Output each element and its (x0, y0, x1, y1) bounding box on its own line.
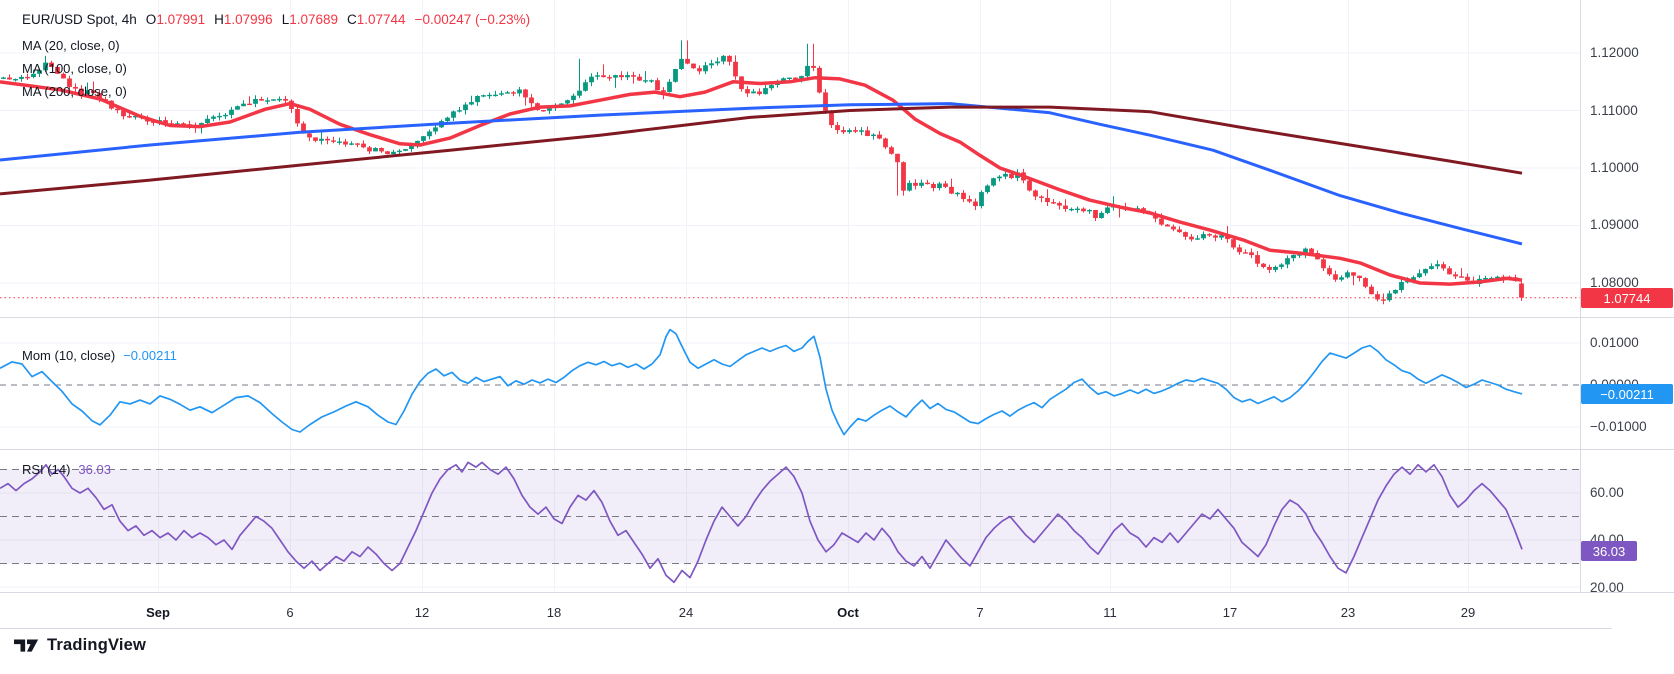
ohlc-low: L1.07689 (281, 12, 339, 27)
tradingview-logo-text: TradingView (47, 636, 147, 654)
momentum-legend[interactable]: Mom (10, close) −0.00211 (22, 348, 177, 363)
ohlc-close: C1.07744 (347, 12, 406, 27)
time-label: 11 (1103, 605, 1117, 620)
rsi-value: 36.03 (78, 462, 111, 477)
tradingview-logo-icon (14, 639, 39, 652)
price-badge: 1.07744 (1581, 288, 1673, 308)
time-label: Oct (837, 605, 859, 620)
time-label: 24 (678, 605, 694, 620)
rsi-tick: 20.00 (1590, 580, 1624, 595)
price-tick: 1.09000 (1590, 217, 1639, 232)
rsi-legend[interactable]: RSI (14) 36.03 (22, 462, 111, 477)
time-label: 23 (1340, 605, 1356, 620)
price-tick: 1.10000 (1590, 160, 1639, 175)
momentum-badge: −0.00211 (1581, 384, 1673, 404)
symbol-legend[interactable]: EUR/USD Spot, 4h O1.07991 H1.07996 L1.07… (22, 12, 530, 27)
time-label: 18 (546, 605, 562, 620)
rsi-badge: 36.03 (1581, 541, 1637, 561)
change-value: −0.00247 (−0.23%) (414, 12, 531, 27)
tradingview-logo[interactable]: TradingView (14, 636, 146, 655)
ma200-legend[interactable]: MA (200, close, 0) (22, 84, 127, 99)
rsi-label: RSI (14) (22, 462, 71, 477)
time-label: Sep (146, 605, 170, 620)
time-label: 7 (976, 605, 984, 620)
symbol-title[interactable]: EUR/USD Spot, 4h (22, 12, 137, 27)
time-label: 29 (1460, 605, 1476, 620)
price-tick: 1.12000 (1590, 45, 1639, 60)
momentum-label: Mom (10, close) (22, 348, 116, 363)
mom-tick: −0.01000 (1590, 419, 1647, 434)
ohlc-high: H1.07996 (214, 12, 273, 27)
price-tick: 1.11000 (1590, 103, 1638, 118)
time-label: 12 (414, 605, 430, 620)
mom-tick: 0.01000 (1590, 335, 1639, 350)
time-label: 6 (286, 605, 294, 620)
ohlc-open: O1.07991 (145, 12, 206, 27)
momentum-value: −0.00211 (123, 348, 177, 363)
price-tick: 1.08000 (1590, 275, 1639, 290)
time-label: 17 (1222, 605, 1238, 620)
ma20-legend[interactable]: MA (20, close, 0) (22, 38, 120, 53)
rsi-tick: 60.00 (1590, 485, 1624, 500)
ma100-legend[interactable]: MA (100, close, 0) (22, 61, 127, 76)
